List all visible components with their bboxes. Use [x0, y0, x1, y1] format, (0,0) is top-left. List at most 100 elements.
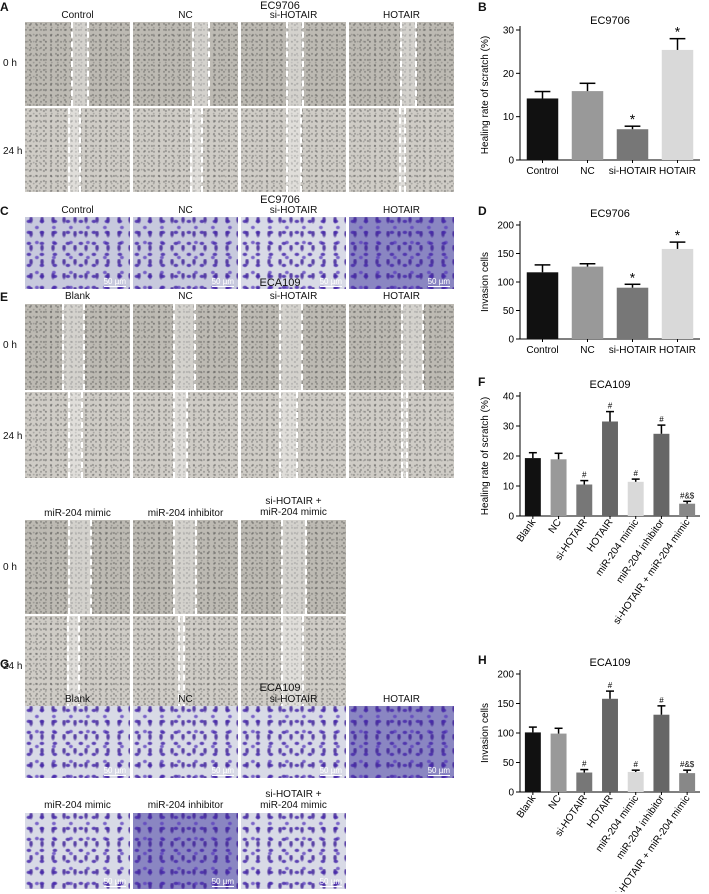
chart-healing-ec9706: EC9706 Healing rate of scratch (%) 0 10 20 30… — [480, 15, 700, 177]
panel-e-row-label: 24 h — [3, 661, 23, 672]
panel-e-col-label: si-HOTAIR — [269, 291, 318, 302]
panel-g-title: ECA109 — [259, 682, 301, 694]
chart-title: ECA109 — [590, 379, 631, 391]
scratch-image — [241, 108, 346, 192]
panel-label-g: G — [0, 657, 10, 671]
invasion-image: 50 µm — [133, 813, 238, 889]
bar — [526, 272, 559, 339]
panel-c-col-label: HOTAIR — [382, 205, 421, 216]
significance-mark: * — [675, 227, 681, 243]
bar — [616, 287, 649, 339]
invasion-image: 50 µm — [349, 706, 454, 778]
panel-e-col-label: miR-204 inhibitor — [147, 508, 224, 519]
bar — [602, 698, 618, 792]
bar — [571, 91, 604, 160]
scale-bar: 50 µm — [319, 277, 343, 287]
significance-mark: # — [659, 415, 664, 424]
panel-a-row-label: 0 h — [3, 58, 17, 69]
panel-c-col-label: NC — [178, 205, 193, 216]
panel-e-col-label: si-HOTAIR + miR-204 mimic — [260, 496, 327, 518]
significance-mark: # — [582, 471, 587, 480]
x-tick-label: Blank — [515, 517, 539, 545]
scale-bar: 50 µm — [427, 277, 451, 287]
bar — [602, 421, 618, 516]
x-tick-label: NC — [547, 793, 564, 811]
scratch-image — [25, 304, 130, 390]
significance-mark: # — [633, 760, 638, 769]
scratch-image — [349, 22, 454, 106]
y-axis-label: Invasion cells — [480, 703, 491, 763]
panel-label-b: B — [478, 0, 487, 14]
panel-label-e: E — [0, 290, 9, 304]
bar — [679, 773, 696, 792]
invasion-image: 50 µm — [241, 813, 346, 889]
significance-mark: # — [582, 760, 587, 769]
scratch-image — [133, 616, 238, 710]
panel-g-col-label: NC — [178, 694, 193, 705]
chart-invasion-ec9706: EC9706 Invasion cells 0 50 100 150 200 Control N… — [480, 208, 700, 356]
scratch-image — [241, 616, 346, 710]
chart-healing-eca109: ECA109 Healing rate of scratch (%) 0 10 20 30… — [480, 379, 700, 627]
scratch-image — [133, 304, 238, 390]
x-tick-label: Control — [526, 166, 558, 177]
scratch-image — [241, 392, 346, 478]
panel-g-col-label: si-HOTAIR + miR-204 mimic — [260, 789, 327, 811]
bar — [661, 248, 694, 339]
invasion-image: 50 µm — [241, 217, 346, 289]
scale-bar: 50 µm — [103, 277, 127, 287]
y-tick-label: 30 — [503, 26, 515, 37]
invasion-image: 50 µm — [25, 706, 130, 778]
bar — [524, 458, 541, 516]
scratch-image — [133, 22, 238, 106]
scratch-image — [241, 304, 346, 390]
significance-mark: # — [608, 681, 613, 690]
scratch-image — [241, 22, 346, 106]
bar — [627, 771, 644, 792]
y-tick-label: 20 — [503, 452, 515, 463]
panel-g-col-label: HOTAIR — [382, 694, 421, 705]
panel-a-col-label: HOTAIR — [382, 10, 421, 21]
y-tick-label: 50 — [503, 306, 515, 317]
scratch-image — [25, 22, 130, 106]
scratch-image — [349, 108, 454, 192]
invasion-image: 50 µm — [133, 706, 238, 778]
panel-g-col-label: miR-204 inhibitor — [147, 800, 224, 811]
panel-g-col-label: si-HOTAIR — [269, 694, 318, 705]
chart-title: EC9706 — [590, 15, 630, 27]
y-tick-label: 150 — [497, 249, 514, 260]
scale-bar: 50 µm — [211, 877, 235, 887]
scratch-image — [133, 392, 238, 478]
significance-mark: * — [675, 24, 681, 40]
scratch-image — [133, 108, 238, 192]
panel-a-col-label: si-HOTAIR — [269, 10, 318, 21]
significance-mark: #&$ — [680, 491, 695, 500]
scratch-image — [25, 520, 130, 614]
scratch-image — [25, 392, 130, 478]
scale-bar: 50 µm — [319, 766, 343, 776]
panel-e-row-label: 24 h — [3, 431, 23, 442]
scratch-image — [25, 616, 130, 710]
panel-a-col-label: NC — [178, 10, 193, 21]
x-tick-label: Control — [526, 345, 558, 356]
significance-mark: * — [630, 111, 636, 127]
y-tick-label: 0 — [508, 788, 514, 799]
y-tick-label: 150 — [497, 699, 514, 710]
panel-label-c: C — [0, 204, 9, 218]
scratch-image — [25, 108, 130, 192]
significance-mark: # — [659, 696, 664, 705]
panel-e-col-label: HOTAIR — [382, 291, 421, 302]
bar — [550, 733, 567, 792]
bar — [571, 266, 604, 339]
chart-title: EC9706 — [590, 208, 630, 220]
panel-label-a: A — [0, 0, 9, 14]
bar — [576, 484, 593, 516]
y-tick-label: 200 — [497, 221, 514, 232]
y-tick-label: 100 — [497, 729, 514, 740]
panel-e-title: ECA109 — [259, 277, 301, 289]
panel-g-col-label: Blank — [64, 694, 90, 705]
panel-label-h: H — [478, 653, 487, 667]
scale-bar: 50 µm — [211, 766, 235, 776]
chart-title: ECA109 — [590, 657, 631, 669]
x-tick-label: HOTAIR — [659, 166, 696, 177]
y-tick-label: 30 — [503, 422, 515, 433]
